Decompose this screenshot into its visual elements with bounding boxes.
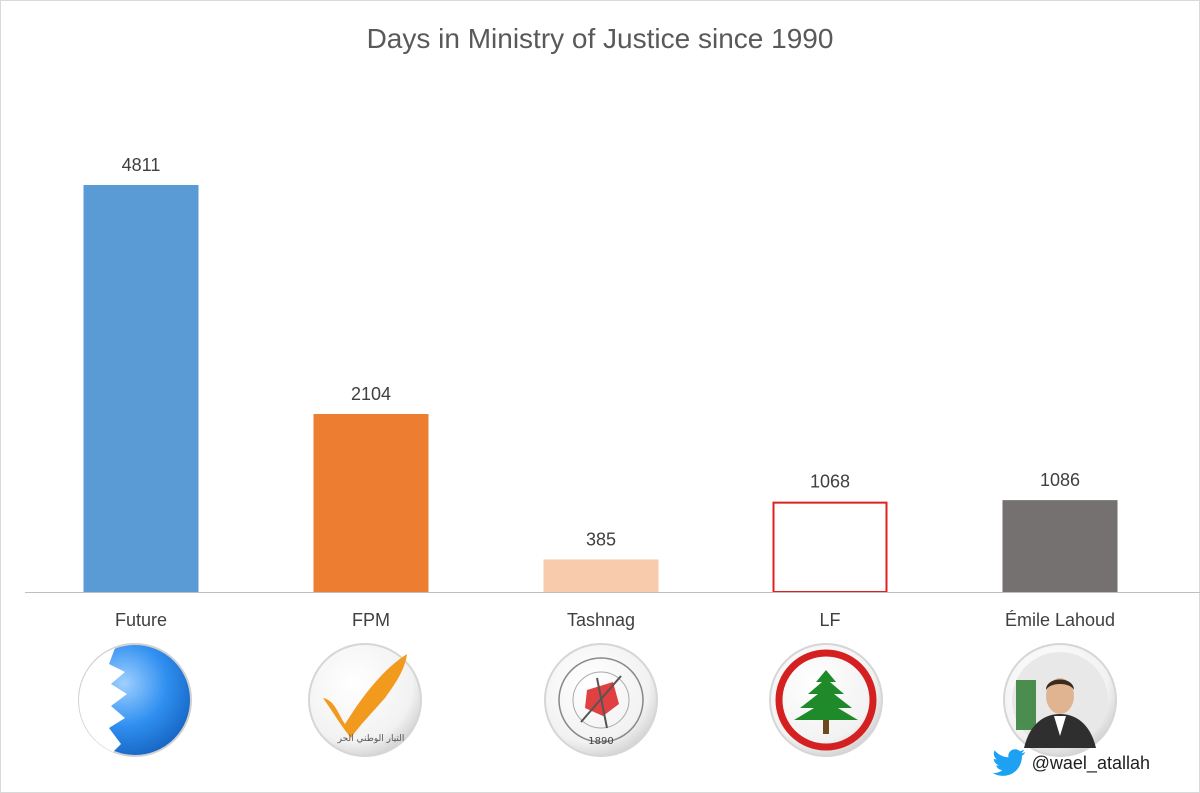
fpm-logo-text: التيار الوطني الحر [337, 734, 405, 744]
value-label-future: 4811 [122, 155, 161, 175]
category-label-lf: LF [819, 610, 840, 630]
twitter-credit[interactable]: @wael_atallah [992, 749, 1150, 777]
future-movement-logo-icon [78, 643, 192, 757]
twitter-handle: @wael_atallah [1031, 752, 1150, 773]
bar-future [83, 185, 199, 592]
bar-lf [772, 501, 888, 594]
bar-tashnag [543, 559, 659, 592]
value-label-tashnag: 385 [586, 529, 616, 549]
bar-emile-lahoud [1002, 500, 1118, 592]
value-label-emile-lahoud: 1086 [1040, 470, 1080, 490]
bar-fpm [313, 414, 429, 592]
emile-lahoud-portrait-icon [1003, 643, 1117, 757]
category-label-future: Future [115, 610, 167, 630]
tashnag-logo-icon: 1890 [544, 643, 658, 757]
value-labels-group: 4811 2104 385 1068 1086 [122, 155, 1080, 549]
value-label-lf: 1068 [810, 472, 850, 492]
lf-cedar-logo-icon [769, 643, 883, 757]
value-label-fpm: 2104 [351, 384, 391, 404]
chart-title: Days in Ministry of Justice since 1990 [367, 23, 834, 54]
bars-group [83, 185, 1118, 594]
twitter-bird-icon [992, 749, 1025, 776]
category-label-emile-lahoud: Émile Lahoud [1005, 610, 1115, 630]
tashnag-logo-year: 1890 [588, 736, 613, 747]
fpm-logo-icon: التيار الوطني الحر [308, 643, 422, 757]
category-label-fpm: FPM [352, 610, 390, 630]
category-label-tashnag: Tashnag [567, 610, 635, 630]
tick-labels-group: Future FPM Tashnag LF Émile Lahoud [115, 610, 1115, 630]
